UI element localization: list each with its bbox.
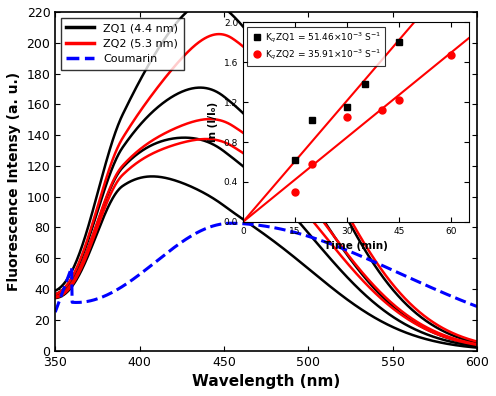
- Legend: ZQ1 (4.4 nm), ZQ2 (5.3 nm), Coumarin: ZQ1 (4.4 nm), ZQ2 (5.3 nm), Coumarin: [61, 17, 184, 70]
- Y-axis label: Fluorescence Intensy (a. u.): Fluorescence Intensy (a. u.): [7, 72, 21, 291]
- X-axis label: Wavelength (nm): Wavelength (nm): [192, 374, 340, 389]
